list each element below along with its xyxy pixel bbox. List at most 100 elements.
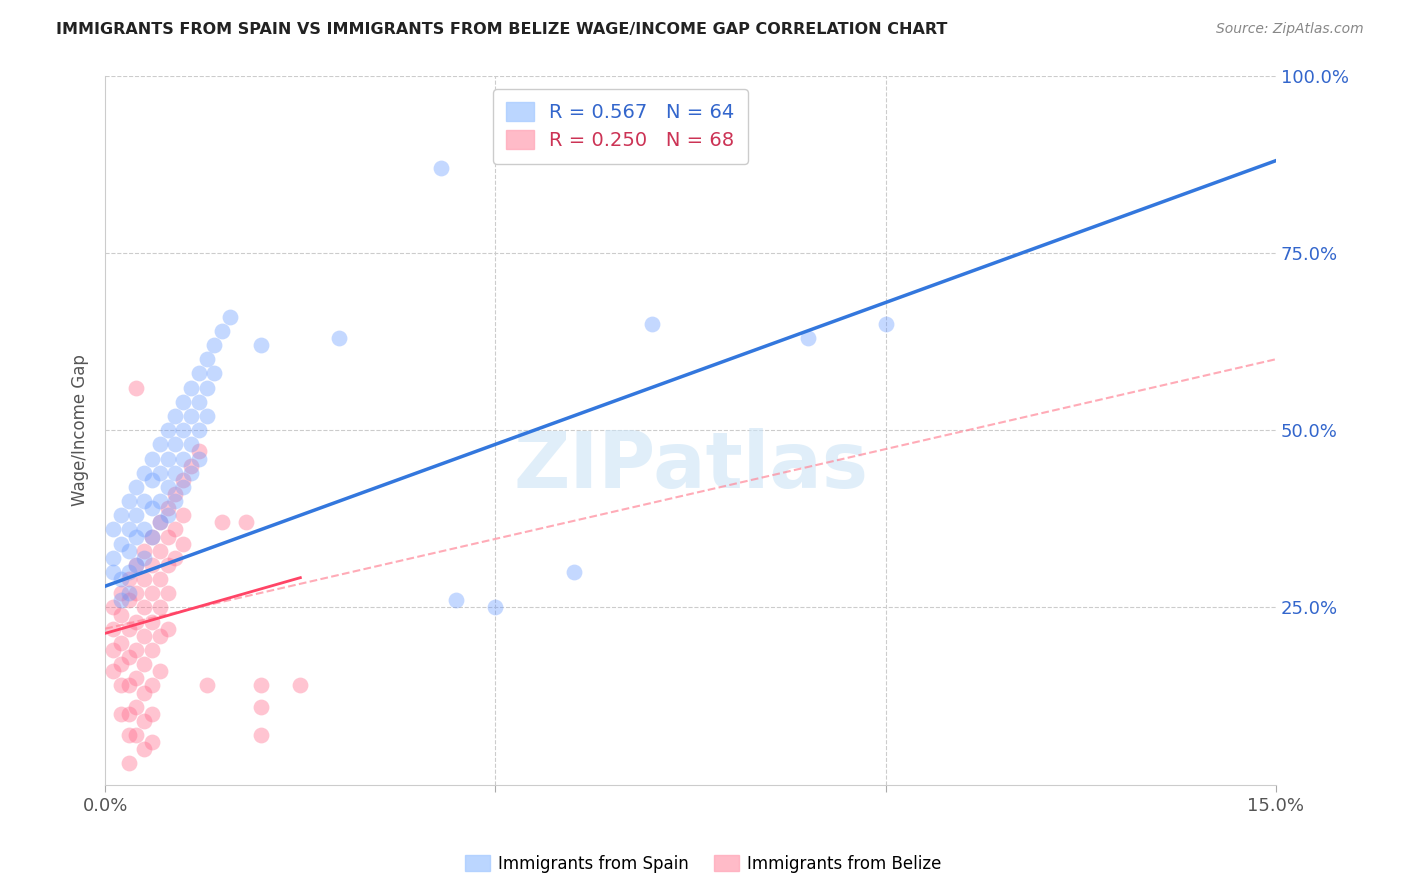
Point xyxy=(204,338,226,352)
Point xyxy=(125,615,148,629)
Point xyxy=(141,615,163,629)
Point xyxy=(187,423,209,437)
Point xyxy=(141,735,163,749)
Point xyxy=(156,529,179,543)
Point xyxy=(149,494,172,508)
Point xyxy=(134,657,156,672)
Point xyxy=(117,523,139,537)
Point xyxy=(172,423,194,437)
Point xyxy=(250,699,273,714)
Point xyxy=(125,558,148,572)
Point xyxy=(110,593,132,607)
Point xyxy=(172,451,194,466)
Point xyxy=(149,516,172,530)
Point xyxy=(149,600,172,615)
Point xyxy=(141,558,163,572)
Point xyxy=(117,593,139,607)
Point xyxy=(149,629,172,643)
Point xyxy=(640,317,662,331)
Point xyxy=(187,451,209,466)
Point xyxy=(110,657,132,672)
Point xyxy=(165,466,187,480)
Point xyxy=(149,543,172,558)
Point xyxy=(250,338,273,352)
Point xyxy=(117,706,139,721)
Point xyxy=(149,665,172,679)
Point xyxy=(110,607,132,622)
Point xyxy=(187,394,209,409)
Point xyxy=(117,494,139,508)
Point xyxy=(165,409,187,423)
Text: IMMIGRANTS FROM SPAIN VS IMMIGRANTS FROM BELIZE WAGE/INCOME GAP CORRELATION CHAR: IMMIGRANTS FROM SPAIN VS IMMIGRANTS FROM… xyxy=(56,22,948,37)
Point xyxy=(134,466,156,480)
Point xyxy=(187,367,209,381)
Point xyxy=(165,550,187,565)
Point xyxy=(134,523,156,537)
Point xyxy=(101,523,124,537)
Point xyxy=(117,756,139,771)
Point xyxy=(141,451,163,466)
Point xyxy=(110,572,132,586)
Point xyxy=(110,636,132,650)
Point xyxy=(562,565,585,579)
Point xyxy=(141,529,163,543)
Point xyxy=(204,367,226,381)
Point xyxy=(125,480,148,494)
Point xyxy=(484,600,506,615)
Point xyxy=(101,643,124,657)
Point xyxy=(875,317,897,331)
Legend: R = 0.567   N = 64, R = 0.250   N = 68: R = 0.567 N = 64, R = 0.250 N = 68 xyxy=(492,89,748,163)
Point xyxy=(101,550,124,565)
Point xyxy=(195,409,218,423)
Point xyxy=(110,706,132,721)
Point xyxy=(156,622,179,636)
Point xyxy=(172,508,194,523)
Point xyxy=(195,352,218,367)
Point xyxy=(110,678,132,692)
Point xyxy=(134,550,156,565)
Point xyxy=(149,466,172,480)
Point xyxy=(156,586,179,600)
Point xyxy=(101,622,124,636)
Point xyxy=(125,558,148,572)
Point xyxy=(195,381,218,395)
Point xyxy=(180,381,202,395)
Point xyxy=(141,706,163,721)
Point xyxy=(156,558,179,572)
Point xyxy=(328,331,350,345)
Point xyxy=(117,678,139,692)
Point xyxy=(165,437,187,451)
Point xyxy=(125,508,148,523)
Point xyxy=(134,714,156,728)
Point xyxy=(446,593,468,607)
Point xyxy=(165,523,187,537)
Point xyxy=(180,437,202,451)
Point xyxy=(134,494,156,508)
Point xyxy=(235,516,257,530)
Point xyxy=(211,324,233,338)
Point xyxy=(141,501,163,516)
Point xyxy=(156,423,179,437)
Point xyxy=(219,310,242,324)
Point xyxy=(125,643,148,657)
Point xyxy=(141,643,163,657)
Point xyxy=(117,572,139,586)
Point xyxy=(172,480,194,494)
Point xyxy=(796,331,818,345)
Point xyxy=(180,409,202,423)
Point xyxy=(172,394,194,409)
Point xyxy=(195,678,218,692)
Point xyxy=(156,451,179,466)
Point xyxy=(125,529,148,543)
Point xyxy=(156,480,179,494)
Point xyxy=(180,466,202,480)
Point xyxy=(101,665,124,679)
Point xyxy=(134,600,156,615)
Point xyxy=(125,728,148,742)
Point xyxy=(149,572,172,586)
Point xyxy=(117,543,139,558)
Point xyxy=(134,742,156,756)
Point xyxy=(110,586,132,600)
Text: ZIPatlas: ZIPatlas xyxy=(513,427,868,504)
Point xyxy=(172,536,194,550)
